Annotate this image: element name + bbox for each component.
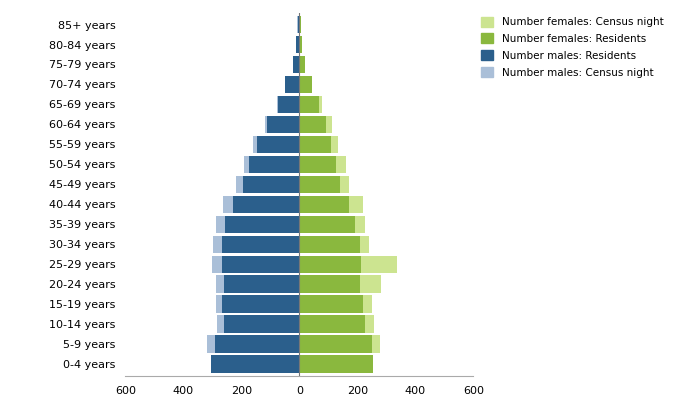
Bar (207, 335, 299, 353)
Bar (299, 56, 305, 73)
Bar (299, 116, 332, 133)
Bar (299, 275, 360, 293)
Bar (299, 176, 340, 193)
Bar (299, 16, 301, 33)
Bar (211, 355, 299, 373)
Bar (244, 155, 299, 173)
Bar (299, 155, 347, 173)
Bar (298, 16, 299, 33)
Bar (223, 196, 299, 213)
Bar (299, 155, 336, 173)
Bar (265, 116, 299, 133)
Bar (299, 235, 370, 253)
Bar (299, 56, 305, 73)
Bar (299, 335, 380, 353)
Bar (299, 316, 374, 333)
Bar (294, 56, 299, 73)
Bar (299, 355, 373, 373)
Bar (299, 296, 372, 313)
Bar (296, 36, 299, 54)
Legend: Number females: Census night, Number females: Residents, Number males: Residents: Number females: Census night, Number fem… (477, 13, 667, 82)
Bar (212, 255, 299, 273)
Bar (299, 36, 301, 54)
Bar (278, 96, 299, 113)
Bar (299, 216, 355, 233)
Bar (299, 96, 319, 113)
Bar (223, 255, 299, 273)
Bar (236, 176, 299, 193)
Bar (299, 255, 361, 273)
Bar (299, 216, 365, 233)
Bar (258, 135, 299, 153)
Bar (226, 216, 299, 233)
Bar (216, 275, 299, 293)
Bar (299, 296, 363, 313)
Bar (267, 116, 299, 133)
Bar (276, 96, 299, 113)
Bar (299, 235, 360, 253)
Bar (216, 216, 299, 233)
Bar (297, 36, 299, 54)
Bar (299, 135, 338, 153)
Bar (232, 196, 299, 213)
Bar (217, 316, 299, 333)
Bar (243, 176, 299, 193)
Bar (299, 335, 372, 353)
Bar (294, 56, 299, 73)
Bar (215, 335, 299, 353)
Bar (213, 235, 299, 253)
Bar (248, 155, 299, 173)
Bar (299, 76, 312, 93)
Bar (285, 76, 299, 93)
Bar (299, 275, 381, 293)
Bar (299, 316, 365, 333)
Bar (285, 76, 299, 93)
Bar (216, 296, 299, 313)
Bar (299, 135, 331, 153)
Bar (299, 16, 301, 33)
Bar (299, 355, 373, 373)
Bar (224, 275, 299, 293)
Bar (299, 116, 326, 133)
Bar (299, 36, 301, 54)
Bar (299, 176, 349, 193)
Bar (223, 296, 299, 313)
Bar (299, 96, 322, 113)
Bar (299, 255, 397, 273)
Bar (297, 16, 299, 33)
Bar (223, 235, 299, 253)
Bar (211, 355, 299, 373)
Bar (224, 316, 299, 333)
Bar (299, 76, 312, 93)
Bar (253, 135, 299, 153)
Bar (299, 196, 349, 213)
Bar (299, 196, 363, 213)
